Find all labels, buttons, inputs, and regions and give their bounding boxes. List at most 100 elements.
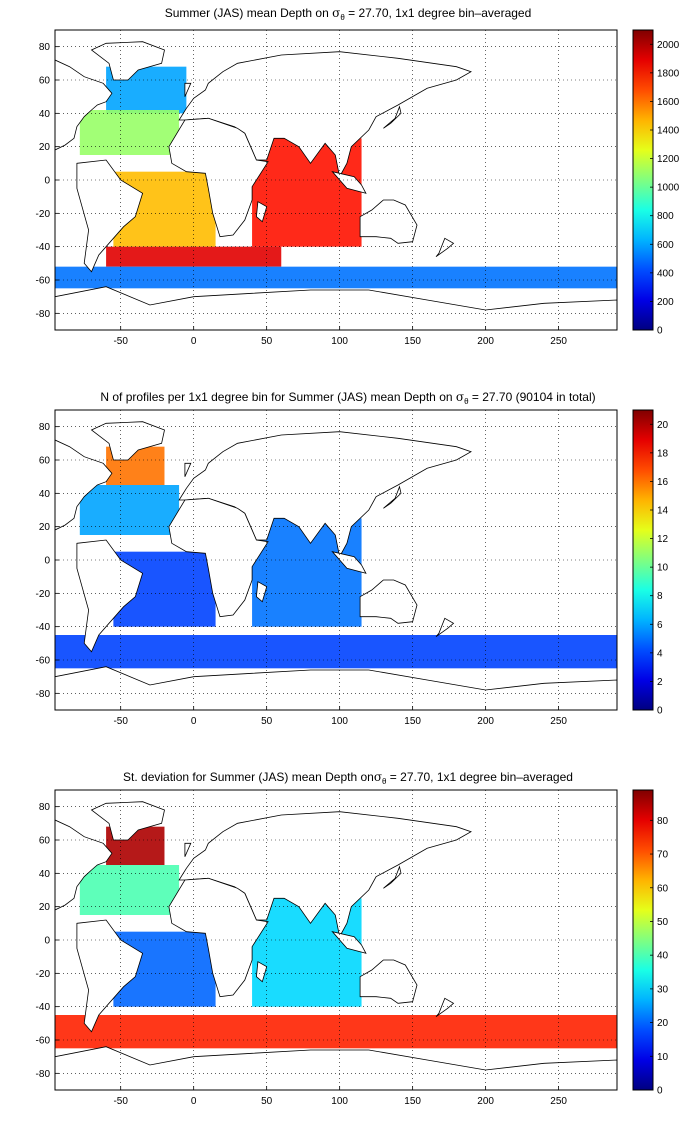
x-tick-label: 50: [261, 1096, 273, 1107]
coastline: [55, 59, 113, 151]
sigma-symbol: σ: [455, 390, 465, 404]
x-tick-label: 150: [404, 716, 421, 727]
y-tick-label: 0: [44, 936, 50, 947]
y-tick-label: -60: [36, 1036, 51, 1047]
coastline: [255, 961, 268, 983]
heatmap-region: [79, 485, 180, 535]
coastline: [435, 997, 455, 1018]
heatmap-region: [79, 110, 180, 155]
coastlines: [55, 801, 617, 1090]
panel-3-title: St. deviation for Summer (JAS) mean Dept…: [0, 770, 696, 786]
coastline: [331, 171, 367, 194]
coastline: [359, 959, 418, 1004]
colorbar-tick-label: 16: [657, 477, 669, 488]
coastlines: [55, 41, 617, 330]
coastline: [178, 431, 472, 558]
coastline: [435, 237, 455, 258]
colorbar-tick-label: 12: [657, 534, 669, 545]
heatmap-region: [79, 865, 180, 915]
colorbar-tick-label: 8: [657, 591, 663, 602]
coastline: [178, 811, 472, 938]
colorbar-tick-label: 200: [657, 297, 674, 308]
coastline: [55, 286, 617, 330]
title-text: St. deviation for Summer (JAS) mean Dept…: [123, 770, 374, 784]
sigma-symbol: σ: [332, 6, 341, 20]
colorbar: [632, 789, 654, 1091]
coastline: [383, 485, 402, 509]
y-tick-label: 40: [39, 869, 51, 880]
coastline: [255, 201, 268, 223]
x-tick-label: 250: [550, 336, 567, 347]
x-tick-label: 200: [477, 1096, 494, 1107]
x-tick-label: -50: [113, 336, 128, 347]
x-tick-label: -50: [113, 716, 128, 727]
x-tick-label: 150: [404, 336, 421, 347]
coastline: [55, 666, 617, 710]
coastline: [383, 865, 402, 889]
colorbar-tick-label: 600: [657, 240, 674, 251]
map-panel-1: -50 0 50 100 150 200 250806040200-20-40-60-800…: [36, 29, 680, 347]
coastline: [359, 579, 418, 624]
y-tick-label: -60: [36, 656, 51, 667]
coastline: [178, 51, 472, 178]
x-tick-label: 50: [261, 716, 273, 727]
y-tick-label: -20: [36, 589, 51, 600]
x-tick-label: 100: [331, 336, 348, 347]
x-tick-label: 200: [477, 336, 494, 347]
y-tick-label: -80: [36, 1069, 51, 1080]
coastline: [55, 439, 113, 531]
colorbar-tick-label: 40: [657, 951, 669, 962]
x-tick-label: 100: [331, 716, 348, 727]
colorbar-tick-label: 1200: [657, 154, 680, 165]
colorbar-tick-label: 400: [657, 268, 674, 279]
colorbar-tick-label: 2: [657, 677, 663, 688]
theta-subscript: θ: [464, 397, 469, 406]
title-text-end: = 27.70 (90104 in total): [468, 390, 596, 404]
x-tick-label: 50: [261, 336, 273, 347]
y-tick-label: -80: [36, 689, 51, 700]
colorbar: [632, 29, 654, 331]
colorbar-tick-label: 30: [657, 984, 669, 995]
heatmap-region: [55, 266, 617, 289]
y-tick-label: 0: [44, 176, 50, 187]
coastline: [435, 617, 455, 638]
title-text: Summer (JAS) mean Depth on: [164, 6, 333, 20]
x-tick-label: 100: [331, 1096, 348, 1107]
y-tick-label: 60: [39, 76, 51, 87]
x-tick-label: 250: [550, 1096, 567, 1107]
coastline: [168, 497, 269, 618]
coastline: [184, 462, 192, 477]
colorbar-tick-label: 20: [657, 1018, 669, 1029]
colorbar-tick-label: 70: [657, 850, 669, 861]
colorbar-tick-label: 0: [657, 706, 663, 717]
colorbar-tick-label: 60: [657, 883, 669, 894]
heatmap-region: [106, 246, 282, 267]
y-tick-label: 0: [44, 556, 50, 567]
title-text-end: = 27.70, 1x1 degree bin–averaged: [344, 6, 532, 20]
coastline: [76, 159, 144, 273]
coastline: [184, 842, 192, 857]
y-tick-label: 60: [39, 836, 51, 847]
colorbar-tick-label: 1800: [657, 68, 680, 79]
coastline: [359, 199, 418, 244]
theta-subscript: θ: [340, 13, 345, 22]
coastline: [55, 1046, 617, 1090]
y-tick-label: 80: [39, 42, 51, 53]
y-tick-label: -40: [36, 1002, 51, 1013]
coastline: [90, 801, 165, 841]
colorbar-tick-label: 20: [657, 420, 669, 431]
y-tick-label: -40: [36, 622, 51, 633]
y-tick-label: 60: [39, 456, 51, 467]
coastline: [76, 539, 144, 653]
y-tick-label: 80: [39, 802, 51, 813]
colorbar: [632, 409, 654, 711]
colorbar-tick-label: 800: [657, 211, 674, 222]
colorbar-tick-label: 50: [657, 917, 669, 928]
y-tick-label: 40: [39, 109, 51, 120]
colorbar-tick-label: 0: [657, 326, 663, 337]
colorbar-tick-label: 1600: [657, 97, 680, 108]
plot-frame: [54, 29, 618, 331]
colorbar-tick-label: 14: [657, 506, 669, 517]
colorbar-tick-label: 10: [657, 563, 669, 574]
